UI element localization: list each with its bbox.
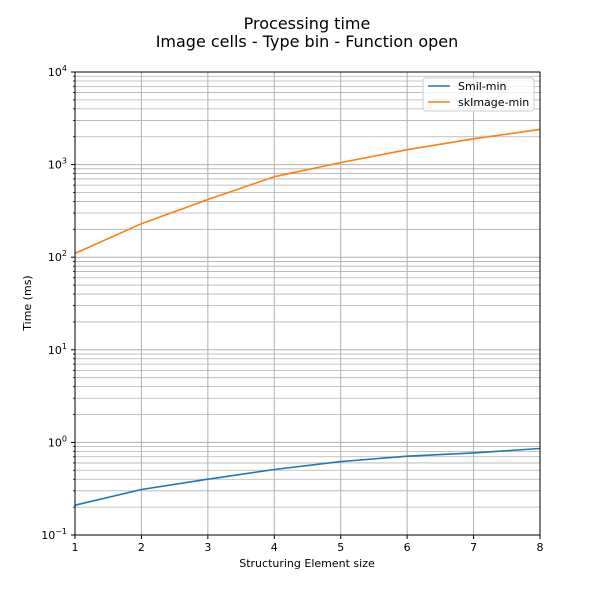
- y-tick-label: 103: [48, 157, 67, 172]
- series-line-skimage-min: [74, 128, 541, 255]
- y-tick-label: 100: [48, 434, 67, 449]
- y-tick-label: 10−1: [41, 527, 67, 542]
- y-tick-label: 101: [48, 342, 67, 357]
- series-lines: [74, 128, 541, 506]
- x-tick-label: 1: [72, 541, 79, 554]
- series-line-smil-min: [74, 447, 541, 506]
- x-tick-label: 8: [537, 541, 544, 554]
- plot-frame: [74, 71, 541, 536]
- x-tick-label: 2: [138, 541, 145, 554]
- x-axis-label: Structuring Element size: [239, 557, 375, 570]
- y-tick-label: 104: [48, 64, 67, 79]
- chart-subtitle: Image cells - Type bin - Function open: [156, 32, 459, 51]
- x-tick-label: 4: [271, 541, 278, 554]
- x-tick-label: 3: [204, 541, 211, 554]
- legend-entries: Smil-min skImage-min: [428, 80, 529, 109]
- legend-box: [422, 77, 535, 112]
- x-tick-label: 5: [337, 541, 344, 554]
- legend: Smil-min skImage-min: [422, 77, 535, 112]
- legend-label: skImage-min: [458, 96, 529, 109]
- x-tick-label: 6: [404, 541, 411, 554]
- chart-title: Processing time: [244, 14, 371, 33]
- legend-label: Smil-min: [458, 80, 507, 93]
- y-tick-label: 102: [48, 249, 67, 264]
- axis-ticks: 1 2 3 4 5 6 7 8 10−1 100 101 102 103 104: [41, 64, 543, 554]
- y-axis-label: Time (ms): [21, 275, 34, 331]
- x-tick-label: 7: [470, 541, 477, 554]
